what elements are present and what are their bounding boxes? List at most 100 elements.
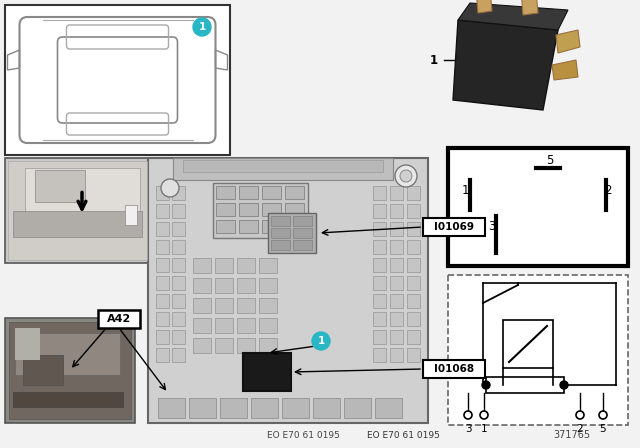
Bar xyxy=(172,330,185,344)
Bar xyxy=(215,338,233,353)
Bar xyxy=(172,222,185,236)
Bar xyxy=(390,276,403,290)
Bar xyxy=(259,338,277,353)
Bar xyxy=(215,278,233,293)
Bar xyxy=(407,222,420,236)
Circle shape xyxy=(464,411,472,419)
Bar xyxy=(390,186,403,200)
Bar xyxy=(156,222,169,236)
Text: 5: 5 xyxy=(547,154,554,167)
Bar xyxy=(390,312,403,326)
Bar xyxy=(193,318,211,333)
Text: EO E70 61 0195: EO E70 61 0195 xyxy=(267,431,340,439)
Bar xyxy=(271,216,290,226)
Bar xyxy=(271,228,290,238)
Text: A42: A42 xyxy=(107,314,131,324)
Text: 3: 3 xyxy=(465,424,471,434)
Bar xyxy=(407,312,420,326)
Bar xyxy=(239,220,258,233)
Text: I01069: I01069 xyxy=(434,222,474,232)
Text: 1: 1 xyxy=(198,22,205,32)
Text: 1: 1 xyxy=(462,184,470,197)
Bar xyxy=(156,294,169,308)
Bar xyxy=(237,318,255,333)
Bar xyxy=(375,398,402,418)
Bar xyxy=(25,168,140,215)
Bar xyxy=(293,240,312,250)
Bar xyxy=(213,183,308,238)
Circle shape xyxy=(599,411,607,419)
Circle shape xyxy=(576,411,584,419)
Bar xyxy=(390,294,403,308)
Bar xyxy=(293,228,312,238)
Bar xyxy=(390,204,403,218)
Circle shape xyxy=(161,179,179,197)
Bar xyxy=(373,312,386,326)
Text: 1: 1 xyxy=(481,424,487,434)
Bar xyxy=(448,275,628,425)
Text: 2: 2 xyxy=(605,184,612,197)
Bar xyxy=(259,298,277,313)
Bar xyxy=(172,204,185,218)
Circle shape xyxy=(312,332,330,350)
Bar xyxy=(239,186,258,199)
Bar xyxy=(239,203,258,216)
Circle shape xyxy=(480,411,488,419)
Bar xyxy=(156,312,169,326)
Bar xyxy=(390,222,403,236)
Bar xyxy=(148,158,428,423)
Bar xyxy=(390,348,403,362)
Bar xyxy=(407,276,420,290)
Text: 5: 5 xyxy=(600,424,606,434)
Bar xyxy=(5,158,150,263)
Bar xyxy=(15,328,40,359)
Circle shape xyxy=(193,18,211,36)
Bar xyxy=(216,220,235,233)
Bar xyxy=(373,204,386,218)
Bar xyxy=(173,158,393,180)
Bar xyxy=(156,204,169,218)
Bar xyxy=(373,258,386,272)
Bar xyxy=(172,276,185,290)
Bar xyxy=(13,211,142,237)
Bar xyxy=(193,338,211,353)
Bar xyxy=(156,276,169,290)
Bar xyxy=(251,398,278,418)
Text: 2: 2 xyxy=(577,424,583,434)
Bar xyxy=(156,330,169,344)
Bar xyxy=(373,294,386,308)
Bar xyxy=(158,398,185,418)
Bar xyxy=(125,205,137,225)
Bar xyxy=(23,355,63,385)
Bar xyxy=(373,186,386,200)
Bar xyxy=(172,348,185,362)
Bar xyxy=(262,186,281,199)
Bar xyxy=(193,258,211,273)
Bar xyxy=(216,203,235,216)
Bar xyxy=(373,330,386,344)
Bar xyxy=(373,348,386,362)
Bar xyxy=(373,276,386,290)
Bar xyxy=(407,186,420,200)
Bar xyxy=(407,258,420,272)
Bar xyxy=(486,377,564,393)
Bar xyxy=(13,392,123,406)
Bar xyxy=(220,398,247,418)
Bar xyxy=(285,186,304,199)
Bar xyxy=(215,258,233,273)
Bar xyxy=(285,220,304,233)
Polygon shape xyxy=(552,60,578,80)
Bar xyxy=(313,398,340,418)
Bar xyxy=(344,398,371,418)
Bar xyxy=(183,160,383,172)
Bar xyxy=(271,240,290,250)
Bar xyxy=(259,278,277,293)
Bar xyxy=(407,348,420,362)
Bar xyxy=(237,278,255,293)
Bar xyxy=(268,213,316,253)
Bar xyxy=(448,148,628,266)
Bar xyxy=(35,170,85,202)
Polygon shape xyxy=(458,3,568,30)
Bar xyxy=(9,322,131,419)
Bar xyxy=(262,203,281,216)
